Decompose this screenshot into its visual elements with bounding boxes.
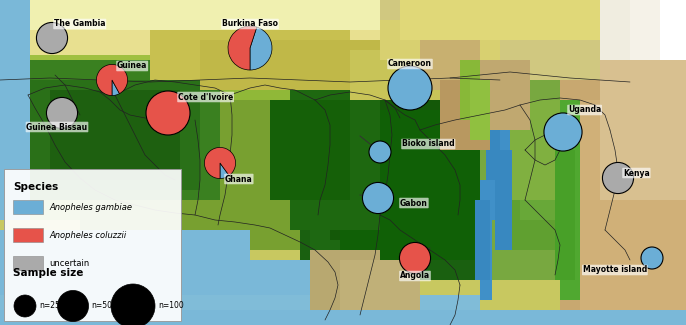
Circle shape <box>544 113 582 151</box>
FancyBboxPatch shape <box>4 169 181 321</box>
Circle shape <box>362 182 394 214</box>
Text: Gabon: Gabon <box>400 199 428 207</box>
Bar <box>13 200 43 214</box>
Text: Sample size: Sample size <box>13 268 84 278</box>
Text: The Gambia: The Gambia <box>54 20 106 29</box>
Circle shape <box>388 66 432 110</box>
Circle shape <box>399 242 431 274</box>
Text: Cote d'Ivoire: Cote d'Ivoire <box>178 93 233 101</box>
Text: Ghana: Ghana <box>225 175 252 184</box>
Wedge shape <box>228 26 257 70</box>
Text: Mayotte island: Mayotte island <box>582 266 647 275</box>
Text: n=100: n=100 <box>158 302 184 310</box>
Circle shape <box>58 291 88 321</box>
Circle shape <box>369 141 391 163</box>
Text: Guinea Bissau: Guinea Bissau <box>27 123 88 132</box>
Text: Angola: Angola <box>400 271 430 280</box>
Circle shape <box>146 91 190 135</box>
Text: uncertain: uncertain <box>49 258 89 267</box>
Text: Guinea: Guinea <box>117 61 147 71</box>
Text: Anopheles gambiae: Anopheles gambiae <box>49 202 132 212</box>
Circle shape <box>14 295 36 317</box>
Wedge shape <box>250 27 272 70</box>
Circle shape <box>111 284 155 325</box>
Wedge shape <box>112 80 119 96</box>
Text: Species: Species <box>13 182 58 192</box>
Text: Kenya: Kenya <box>623 168 650 177</box>
Bar <box>13 256 43 270</box>
Wedge shape <box>204 148 235 178</box>
Text: Cameroon: Cameroon <box>388 59 432 69</box>
Text: n=50: n=50 <box>91 302 113 310</box>
Text: Bioko island: Bioko island <box>402 139 455 149</box>
Text: n=25: n=25 <box>39 302 60 310</box>
Text: Uganda: Uganda <box>568 106 601 114</box>
Circle shape <box>602 162 634 194</box>
Text: Burkina Faso: Burkina Faso <box>222 20 278 29</box>
Circle shape <box>47 98 78 129</box>
Wedge shape <box>220 163 229 178</box>
Bar <box>13 228 43 242</box>
Text: Anopheles coluzzii: Anopheles coluzzii <box>49 230 126 240</box>
Circle shape <box>641 247 663 269</box>
Circle shape <box>36 22 67 54</box>
Wedge shape <box>97 64 128 96</box>
